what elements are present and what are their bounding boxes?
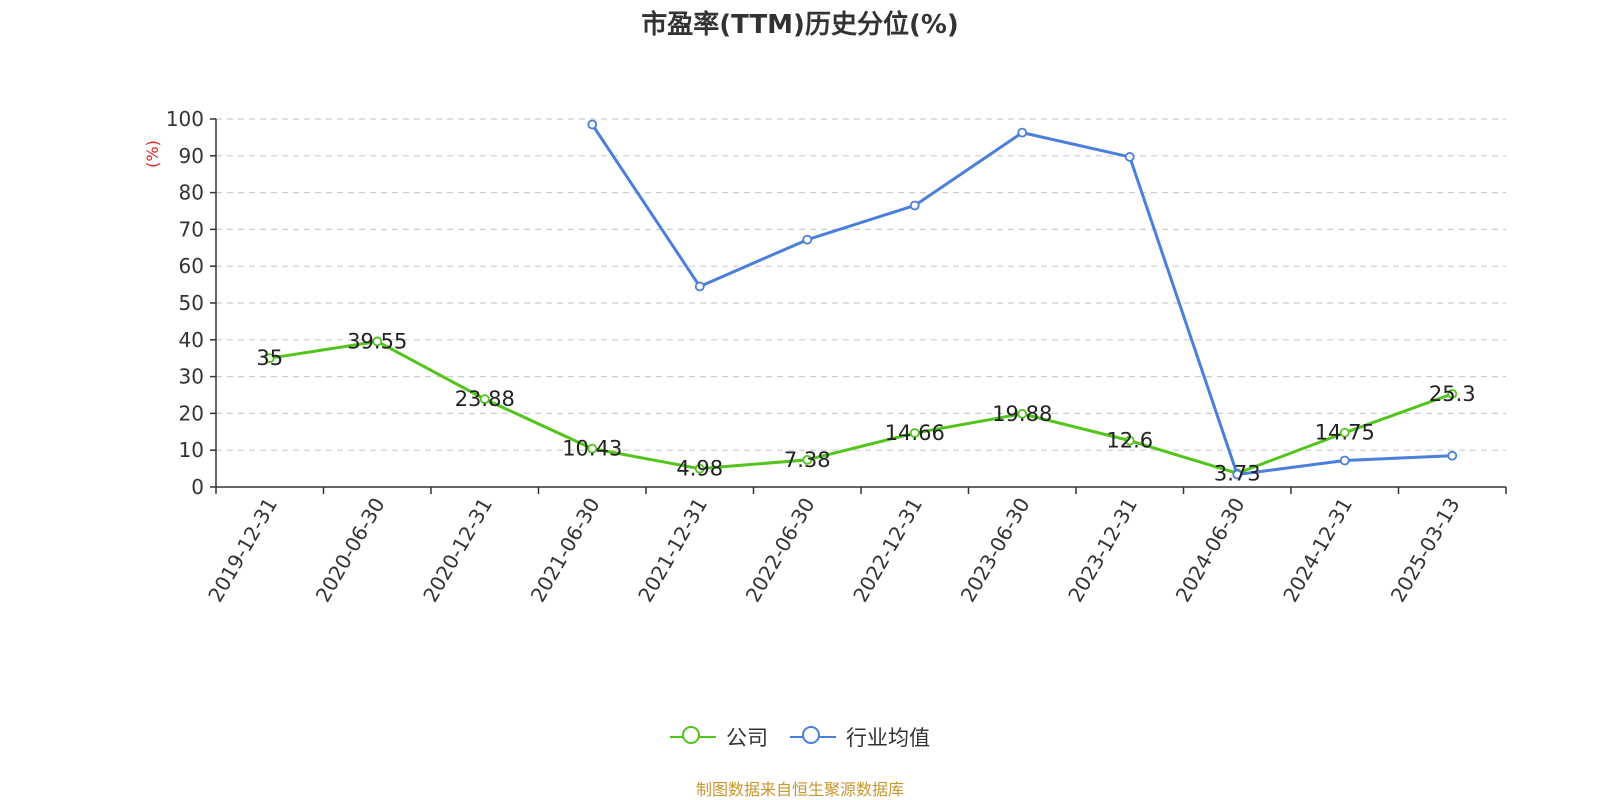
x-tick-label: 2024-12-31 bbox=[1278, 494, 1357, 607]
data-point bbox=[1339, 455, 1350, 466]
series-lines bbox=[264, 119, 1458, 480]
data-point bbox=[1124, 435, 1135, 446]
legend-swatch-company bbox=[670, 725, 716, 749]
data-label: 39.55 bbox=[347, 329, 407, 353]
axes: 0 10 20 30 40 50 60 70 80 90 100 2019-12-31 2020-06-… bbox=[166, 107, 1507, 607]
x-tick-label: 2023-06-30 bbox=[956, 494, 1035, 607]
y-axis-label: (%) bbox=[143, 140, 162, 168]
data-point bbox=[479, 394, 490, 405]
legend-swatch-industry-avg bbox=[790, 725, 836, 749]
y-tick-label: 60 bbox=[179, 254, 204, 278]
chart-title: 市盈率(TTM)历史分位(%) bbox=[641, 10, 959, 40]
y-tick-label: 50 bbox=[179, 291, 204, 315]
data-label: 14.66 bbox=[885, 421, 945, 445]
data-source-note: 制图数据来自恒生聚源数据库 bbox=[695, 780, 904, 799]
data-point bbox=[909, 428, 920, 438]
x-tick-label: 2022-12-31 bbox=[848, 494, 927, 607]
data-point bbox=[802, 234, 813, 245]
data-label: 14.75 bbox=[1315, 421, 1375, 445]
y-tick-label: 90 bbox=[179, 144, 204, 168]
y-tick-label: 20 bbox=[179, 401, 204, 425]
x-tick-label: 2021-12-31 bbox=[633, 494, 712, 607]
data-point bbox=[694, 281, 705, 292]
legend-label-industry-avg: 行业均值 bbox=[846, 726, 930, 750]
data-labels: 35 39.55 23.88 10.43 4.98 7.38 14.66 19.88 12.6 3… bbox=[256, 329, 1475, 485]
data-point bbox=[694, 463, 705, 474]
data-point bbox=[1447, 388, 1458, 399]
y-tick-label: 40 bbox=[179, 328, 204, 352]
data-point bbox=[264, 353, 275, 364]
legend: 公司 行业均值 bbox=[0, 722, 1600, 752]
data-label: 35 bbox=[256, 346, 283, 370]
y-tick-label: 100 bbox=[166, 107, 204, 131]
data-label: 10.43 bbox=[562, 437, 622, 461]
y-tick-label: 30 bbox=[179, 365, 204, 389]
grid-lines bbox=[216, 118, 1506, 451]
x-tick-label: 2023-12-31 bbox=[1063, 494, 1142, 607]
data-point bbox=[1232, 469, 1243, 480]
data-point bbox=[909, 200, 920, 211]
y-tick-label: 80 bbox=[179, 181, 204, 205]
data-point bbox=[1017, 127, 1028, 138]
data-label: 3.73 bbox=[1214, 461, 1261, 485]
data-point bbox=[1339, 427, 1350, 438]
data-label: 12.6 bbox=[1106, 429, 1153, 453]
data-point bbox=[372, 336, 383, 347]
y-tick-label: 0 bbox=[191, 475, 204, 499]
x-tick-label: 2025-03-13 bbox=[1386, 494, 1465, 607]
series-line-0 bbox=[269, 339, 1453, 475]
x-tick-label: 2024-06-30 bbox=[1171, 494, 1250, 607]
data-label: 19.88 bbox=[992, 402, 1052, 426]
x-tick-label: 2021-06-30 bbox=[526, 494, 605, 607]
legend-item-company[interactable]: 公司 bbox=[670, 722, 768, 752]
data-label: 4.98 bbox=[676, 457, 723, 481]
data-point bbox=[587, 443, 598, 454]
legend-label-company: 公司 bbox=[726, 726, 768, 750]
data-label: 7.38 bbox=[784, 448, 831, 472]
data-point bbox=[1017, 408, 1028, 419]
data-point bbox=[1447, 450, 1458, 461]
data-point bbox=[587, 119, 598, 130]
y-tick-label: 70 bbox=[179, 217, 204, 241]
legend-item-industry-avg[interactable]: 行业均值 bbox=[790, 722, 930, 752]
data-label: 25.3 bbox=[1429, 382, 1476, 406]
data-label: 23.88 bbox=[455, 387, 515, 411]
data-point bbox=[802, 454, 813, 465]
x-tick-label: 2019-12-31 bbox=[203, 494, 282, 607]
x-tick-label: 2020-06-30 bbox=[311, 494, 390, 607]
y-tick-label: 10 bbox=[179, 438, 204, 462]
x-tick-label: 2020-12-31 bbox=[418, 494, 497, 607]
x-tick-label: 2022-06-30 bbox=[741, 494, 820, 607]
data-point bbox=[1124, 152, 1135, 162]
